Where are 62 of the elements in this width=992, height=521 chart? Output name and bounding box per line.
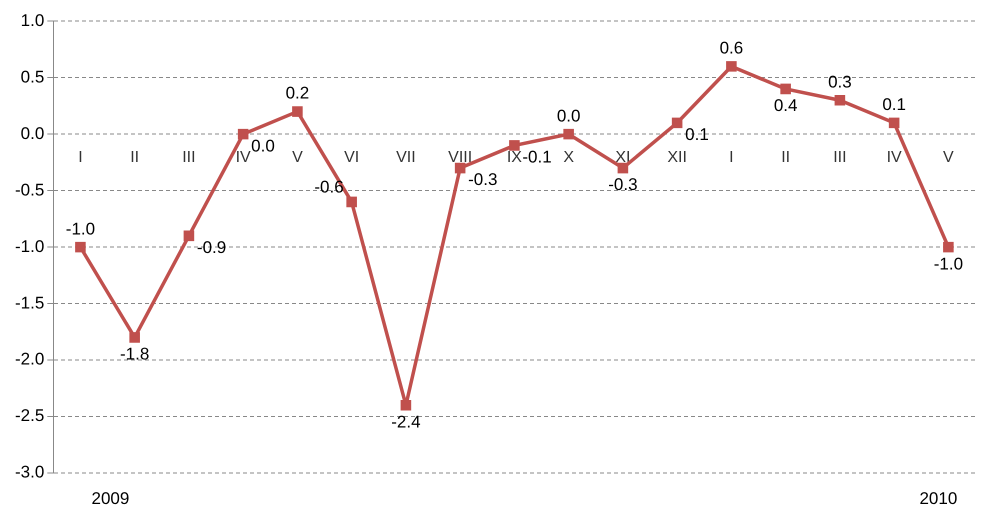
x-tick-label: XI	[615, 149, 630, 166]
point	[346, 196, 357, 208]
point	[75, 242, 86, 252]
point	[618, 162, 628, 174]
x-tick-label: II	[130, 149, 140, 166]
data-label: 0.1	[685, 125, 709, 144]
point	[780, 84, 791, 94]
y-tick-label: -3.0	[14, 462, 44, 482]
data-label: 0.3	[828, 72, 852, 92]
point	[726, 61, 737, 72]
point	[454, 162, 466, 174]
x-tick-label: V	[943, 149, 954, 166]
point	[292, 106, 303, 117]
x-tick-label: VII	[396, 149, 416, 166]
data-label: -0.3	[608, 175, 638, 194]
y-tick-label: -2.0	[14, 350, 44, 369]
data-label: -0.9	[196, 238, 226, 257]
x-tick-label: XII	[667, 149, 687, 166]
x-tick-label: IV	[886, 149, 902, 166]
data-label: -0.6	[314, 178, 344, 197]
y-tick-label: -2.5	[14, 406, 44, 426]
data-label: -1.0	[934, 254, 964, 274]
x-tick-label: VIII	[448, 149, 472, 166]
data-label: 0.4	[774, 96, 798, 116]
point	[563, 128, 574, 140]
point	[834, 94, 846, 106]
data-label: 0.0	[251, 136, 275, 156]
x-tick-label: II	[781, 149, 790, 166]
data-label: -1.8	[120, 344, 150, 364]
y-tick-label: -1.5	[14, 293, 44, 312]
x-tick-label: I	[78, 149, 83, 166]
x-tick-label: III	[833, 149, 847, 166]
data-label: 0.6	[720, 38, 744, 58]
y-tick-label: 1.0	[20, 10, 44, 30]
point	[943, 242, 954, 252]
x-tick-label: I	[729, 149, 734, 166]
data-label: -2.4	[391, 412, 421, 432]
x-tick-label: IX	[506, 149, 522, 166]
data-label: -0.3	[468, 170, 498, 190]
x-tick-label: III	[182, 149, 196, 166]
x-tick-label: IV	[236, 149, 252, 166]
data-label: 0.0	[556, 106, 580, 126]
data-label: -0.1	[522, 148, 552, 167]
x-tick-label: V	[292, 149, 304, 166]
data-label: 0.1	[882, 95, 906, 114]
point	[238, 128, 248, 140]
data-label: -1.0	[66, 219, 96, 238]
point	[509, 140, 520, 151]
point	[184, 230, 194, 242]
point	[129, 332, 140, 343]
y-tick-label: -0.5	[14, 180, 44, 200]
text: 2010	[919, 489, 958, 508]
point	[672, 118, 682, 128]
point	[400, 400, 412, 411]
data-label: 0.2	[286, 84, 310, 103]
x-tick-label: X	[563, 149, 574, 166]
y-tick-label: 0.5	[20, 67, 44, 86]
x-tick-label: VI	[344, 149, 360, 166]
y-tick-label: -1.0	[14, 236, 44, 256]
text: 2009	[92, 489, 130, 508]
y-tick-label: 0.0	[20, 124, 44, 143]
point	[888, 118, 900, 128]
